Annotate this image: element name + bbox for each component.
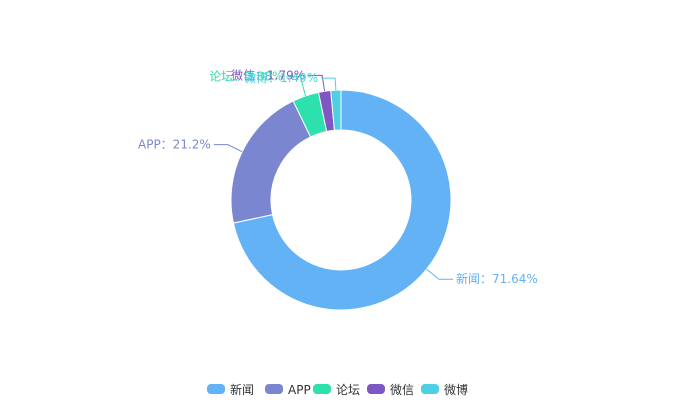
legend-label-4: 微信 bbox=[390, 383, 414, 397]
legend-label-2: APP bbox=[288, 383, 311, 397]
legend-swatch-5 bbox=[421, 384, 439, 394]
slice-label-4: 微信：1.79% bbox=[231, 68, 305, 82]
legend-item-2[interactable]: APP bbox=[265, 383, 311, 397]
leader-line-1 bbox=[426, 268, 453, 280]
slice-label-2: APP：21.2% bbox=[138, 138, 211, 152]
leader-line-5 bbox=[321, 77, 337, 91]
legend-item-4[interactable]: 微信 bbox=[367, 383, 414, 397]
slice-label-1: 新闻：71.64% bbox=[456, 271, 538, 286]
legend-item-3[interactable]: 论坛 bbox=[313, 383, 360, 397]
legend-swatch-4 bbox=[367, 384, 385, 394]
legend-swatch-3 bbox=[313, 384, 331, 394]
slice-5[interactable] bbox=[330, 89, 342, 131]
slice-2[interactable] bbox=[230, 100, 312, 224]
legend-swatch-2 bbox=[265, 384, 283, 394]
leader-line-3 bbox=[286, 76, 307, 96]
legend[interactable]: 新闻 APP 论坛 微信 微博 bbox=[207, 382, 468, 397]
leader-line-4 bbox=[308, 74, 326, 92]
slice-label-3: 论坛：3.88% bbox=[209, 70, 283, 84]
slices-layer bbox=[230, 89, 452, 311]
slice-label-5: 微博：1.49% bbox=[244, 70, 318, 85]
legend-item-1[interactable]: 新闻 bbox=[207, 382, 254, 397]
legend-label-5: 微博 bbox=[444, 382, 468, 397]
legend-label-1: 新闻 bbox=[230, 382, 254, 397]
legend-item-5[interactable]: 微博 bbox=[421, 382, 468, 397]
legend-label-3: 论坛 bbox=[336, 383, 360, 397]
labels-layer: 新闻：71.64% APP：21.2% 论坛：3.88%微信：1.79%微博：1.4… bbox=[138, 68, 538, 286]
slice-1[interactable] bbox=[232, 89, 452, 311]
legend-swatch-1 bbox=[207, 384, 225, 394]
leader-line-2 bbox=[213, 144, 243, 153]
